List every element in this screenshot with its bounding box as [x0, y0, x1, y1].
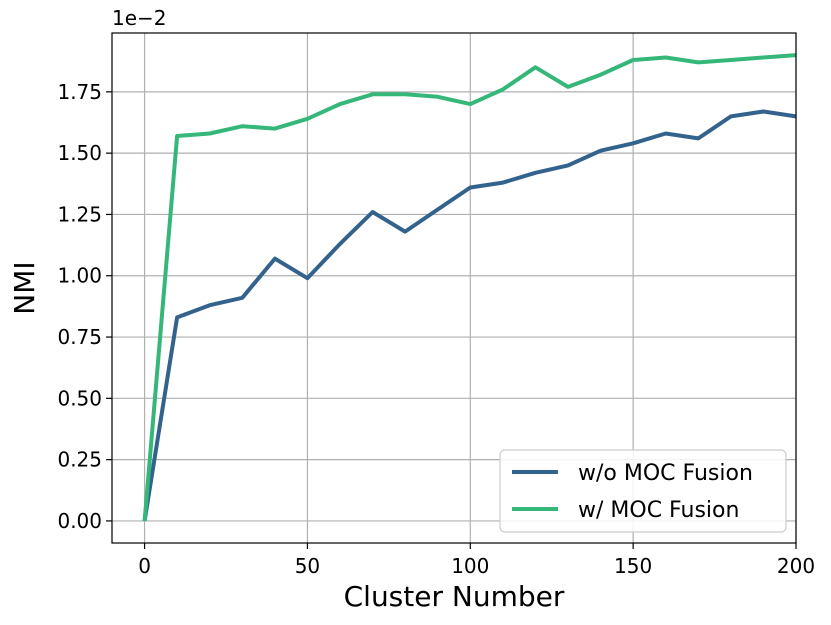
- legend-label: w/ MOC Fusion: [578, 498, 739, 523]
- series-lines: [142, 53, 797, 522]
- plot-frame: [111, 32, 797, 544]
- axis-ticks: 0 50 100 150 200 0.00 0.25 0.50 0.75 1.00 1.25 1.50…: [57, 80, 815, 578]
- grid-lines: [112, 33, 797, 543]
- x-tick-label: 0: [138, 554, 151, 578]
- legend-label: w/o MOC Fusion: [578, 461, 753, 486]
- y-axis-offset-text: 1e−2: [112, 6, 167, 30]
- x-tick-label: 200: [777, 554, 815, 578]
- x-tick-label: 50: [295, 554, 320, 578]
- y-tick-label: 1.25: [57, 202, 102, 226]
- y-tick-label: 1.50: [57, 141, 102, 165]
- y-tick-label: 1.00: [57, 264, 102, 288]
- y-tick-label: 0.50: [57, 386, 102, 410]
- x-tick-label: 100: [451, 554, 489, 578]
- x-tick-label: 150: [614, 554, 652, 578]
- series-line: [142, 109, 797, 522]
- y-tick-label: 0.00: [57, 509, 102, 533]
- y-tick-label: 0.75: [57, 325, 102, 349]
- x-axis-title: Cluster Number: [344, 580, 565, 613]
- legend-box: [499, 449, 787, 533]
- y-tick-label: 0.25: [57, 448, 102, 472]
- y-tick-label: 1.75: [57, 80, 102, 104]
- series-line: [142, 53, 797, 522]
- legend: w/o MOC Fusion w/ MOC Fusion: [499, 449, 787, 533]
- y-axis-title: NMI: [8, 261, 41, 314]
